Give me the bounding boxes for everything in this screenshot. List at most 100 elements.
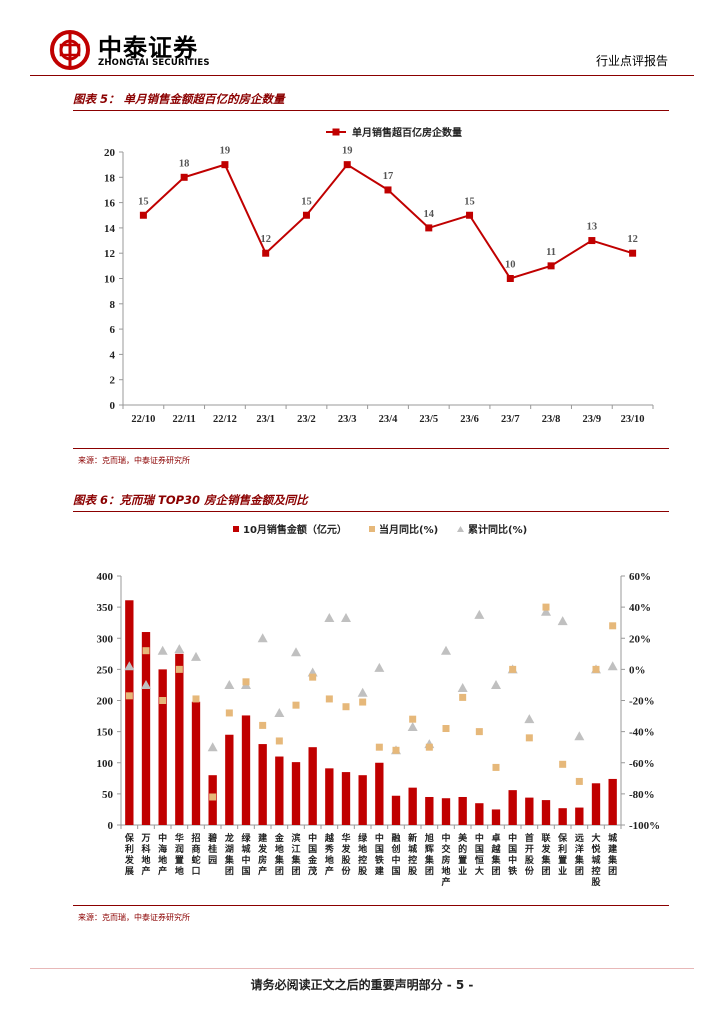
cum-yoy-point — [541, 606, 551, 616]
data-label: 15 — [138, 196, 149, 207]
month-yoy-point — [142, 647, 150, 655]
legend-marker-swatch — [332, 128, 340, 136]
figure6-title: 图表 6：克而瑞 TOP30 房企销售金额及同比 — [73, 493, 308, 507]
right-tick-label: -80% — [629, 789, 655, 801]
cum-yoy-point — [441, 645, 451, 655]
data-point — [506, 275, 514, 282]
sales-bar — [308, 747, 317, 825]
cum-yoy-point — [557, 616, 568, 626]
right-tick-label: -100% — [629, 820, 660, 832]
data-point — [547, 262, 555, 270]
x-tick-label: 23/1 — [256, 414, 275, 425]
month-yoy-point — [225, 709, 233, 717]
cum-yoy-point — [191, 651, 201, 661]
y-tick-label: 18 — [104, 172, 116, 184]
cum-yoy-point — [607, 661, 618, 671]
figure5-source-rule — [73, 448, 669, 449]
x-tick-label: 城建集团 — [607, 832, 618, 877]
month-yoy-point — [492, 763, 500, 771]
legend-bar-swatch — [233, 526, 239, 532]
month-yoy-point — [359, 698, 367, 706]
cum-yoy-point — [274, 707, 285, 717]
figure6-source: 来源：克而瑞，中泰证券研究所 — [78, 913, 190, 922]
data-label: 14 — [424, 209, 435, 220]
data-label: 15 — [301, 196, 312, 207]
footer-divider — [30, 968, 694, 969]
month-yoy-point — [175, 665, 183, 673]
month-yoy-point — [525, 734, 533, 742]
x-tick-label: 22/10 — [131, 414, 155, 425]
sales-bar — [258, 744, 267, 825]
cum-yoy-point — [474, 609, 485, 619]
x-tick-label: 旭辉集团 — [424, 832, 435, 877]
data-label: 15 — [464, 196, 475, 207]
right-tick-label: -60% — [629, 758, 655, 770]
sales-bar — [475, 803, 484, 825]
sales-bar — [558, 808, 567, 825]
x-tick-label: 金地集团 — [274, 832, 285, 877]
cum-yoy-point — [174, 644, 185, 654]
legend-bar-label: 10月销售金额（亿元） — [243, 523, 347, 536]
x-tick-label: 新城控股 — [408, 832, 418, 877]
right-tick-label: 40% — [629, 602, 651, 614]
data-label: 12 — [627, 234, 638, 245]
month-yoy-point — [125, 692, 133, 700]
data-point — [425, 224, 433, 232]
x-tick-label: 绿地控股 — [358, 832, 368, 877]
y-tick-label: 8 — [110, 299, 116, 311]
month-yoy-point — [459, 693, 467, 701]
cum-yoy-point — [257, 633, 268, 643]
month-yoy-point — [375, 743, 383, 751]
cum-yoy-point — [207, 742, 218, 752]
sales-bar — [375, 762, 384, 825]
sales-bar — [225, 734, 234, 825]
y-tick-label: 10 — [104, 274, 116, 286]
sales-bar — [241, 715, 251, 825]
sales-bar — [591, 783, 601, 825]
data-label: 17 — [383, 171, 394, 182]
cum-yoy-point — [124, 661, 135, 671]
left-tick-label: 200 — [97, 696, 114, 708]
sales-bar — [175, 653, 184, 825]
data-point — [629, 249, 637, 257]
cum-yoy-point — [157, 645, 168, 655]
sales-bar — [441, 798, 451, 825]
sales-bar — [458, 796, 467, 825]
month-yoy-point — [575, 777, 583, 785]
cum-yoy-point — [457, 683, 468, 693]
x-tick-label: 23/5 — [419, 414, 438, 425]
month-yoy-point — [559, 760, 567, 768]
legend-cum-swatch — [457, 526, 464, 532]
figure5-line-chart: 单月销售超百亿房企数量 0 2 4 6 8 10 12 14 16 18 20 22/10 22/11 22… — [104, 126, 654, 425]
y-tick-label: 4 — [110, 349, 116, 361]
x-tick-label: 中国金茂 — [307, 832, 318, 877]
month-yoy-point — [475, 728, 483, 736]
y-tick-label: 20 — [104, 147, 116, 159]
data-label: 13 — [587, 222, 598, 233]
sales-bar — [608, 778, 617, 825]
x-tick-label: 23/10 — [621, 414, 645, 425]
x-tick-label: 中交房地产 — [441, 832, 450, 888]
left-tick-label: 150 — [97, 727, 114, 739]
legend-cum-label: 累计同比(%) — [468, 523, 527, 536]
left-tick-label: 250 — [97, 664, 114, 676]
y-tick-label: 0 — [110, 400, 116, 412]
x-tick-label: 建发房产 — [257, 832, 268, 877]
month-yoy-point — [425, 743, 433, 751]
logo-text-cn: 中泰证券 — [98, 34, 198, 62]
cum-yoy-point — [407, 721, 418, 731]
sales-bar — [508, 790, 517, 825]
right-tick-label: -20% — [629, 696, 655, 708]
data-point — [262, 249, 270, 257]
y-tick-label: 12 — [104, 248, 116, 260]
x-tick-label: 首开股份 — [525, 832, 535, 877]
sales-bar — [391, 795, 401, 825]
x-tick-label: 万科地产 — [140, 833, 150, 877]
month-yoy-point — [192, 695, 200, 703]
x-tick-label: 中国铁建 — [375, 832, 385, 877]
cum-yoy-point — [324, 613, 335, 623]
month-yoy-point — [309, 673, 317, 681]
month-yoy-point — [242, 678, 250, 686]
cum-yoy-point — [224, 679, 235, 689]
sales-bar — [358, 775, 367, 825]
